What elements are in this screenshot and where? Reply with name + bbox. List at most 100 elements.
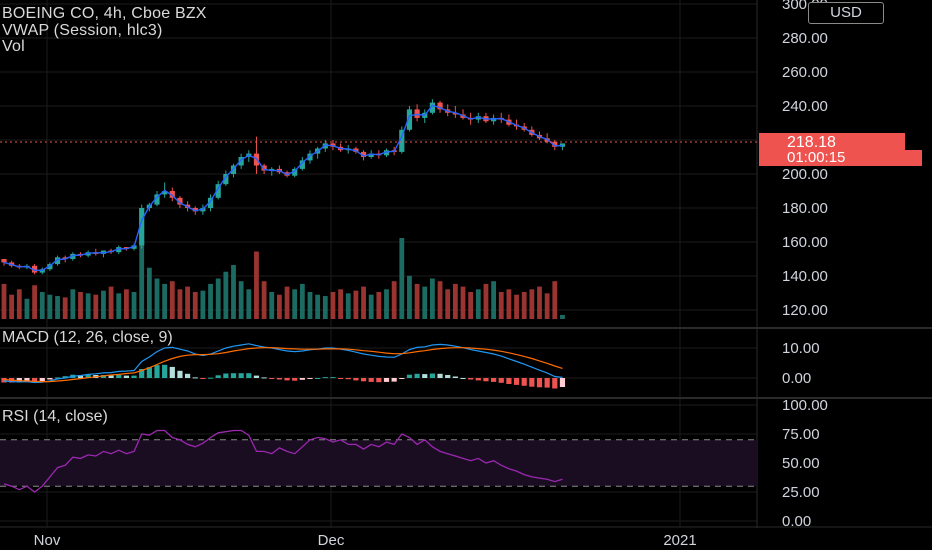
volume-bar [552,281,558,319]
macd-histogram-bar [345,378,351,380]
volume-bar [483,283,489,319]
volume-bar [307,292,313,319]
volume-bar [78,292,83,319]
volume-bar [85,293,91,319]
candle-body [307,153,313,161]
macd-histogram-bar [261,377,267,379]
macd-histogram-bar [24,378,30,382]
volume-bar [131,292,137,319]
volume-bar [55,296,60,319]
macd-histogram-bar [146,367,152,378]
rsi-tick-label: 100.00 [782,397,828,414]
macd-histogram-bar [383,378,390,382]
price-tick-label: 240.00 [782,98,828,115]
volume-bar [376,292,382,319]
vwap-legend[interactable]: VWAP (Session, hlc3) [2,22,163,39]
macd-histogram-bar [253,375,260,378]
volume-bar [491,281,496,319]
rsi-band-fill [0,439,757,487]
volume-bar [299,283,305,319]
volume-bar [422,286,428,319]
macd-histogram-bar [468,378,474,380]
macd-tick-label: 10.00 [782,340,820,357]
candle-body [32,265,38,273]
candle-body [414,109,420,118]
price-axis[interactable]: 120.00140.00160.00180.00200.00220.00240.… [782,0,828,530]
price-tick-label: 120.00 [782,302,828,319]
candle-body [360,151,367,157]
candle-body [154,194,160,205]
macd-histogram-bar [322,377,328,379]
macd-histogram-bar [437,373,443,378]
volume-bar [399,238,405,319]
candle-body [399,129,405,152]
vwap-line [3,104,563,271]
volume-bar [93,294,99,319]
rsi-legend[interactable]: RSI (14, close) [2,408,108,425]
time-axis[interactable]: Nov Dec 2021 [34,532,697,549]
volume-bar [39,292,45,319]
vwap-series-line [3,104,563,271]
macd-histogram-bar [452,376,458,378]
volume-bar [284,286,290,319]
volume-legend[interactable]: Vol [2,38,25,55]
macd-histogram-bar [292,378,298,381]
volume-bar [384,289,389,319]
volume-bar [47,294,53,319]
macd-histogram-bar [315,378,321,379]
macd-histogram-bar [391,378,397,382]
last-price-value: 218.18 [787,134,836,151]
macd-histogram-bar [116,375,122,378]
macd-histogram-bar [215,375,221,378]
volume-bar [498,292,504,319]
volume-bar [322,296,328,319]
candle-body [215,184,221,198]
volume-bar [353,290,359,319]
symbol-legend[interactable]: BOEING CO, 4h, Cboe BZX [2,5,207,22]
volume-bar [514,294,519,319]
volume-bar [246,289,252,319]
macd-legend[interactable]: MACD (12, 26, close, 9) [2,329,173,346]
volume-bar [445,289,451,319]
macd-histogram-bar [131,375,137,378]
volume-bar [70,289,76,319]
macd-pane [1,343,566,389]
volume-bar [437,281,443,319]
volume-bar [269,292,275,319]
volume-bar [162,283,168,319]
macd-histogram-bar [85,374,91,378]
macd-histogram-bar [429,373,435,378]
candle-body [269,168,275,171]
macd-histogram-bar [506,378,512,384]
time-tick-label: Dec [318,532,345,549]
volume-bar [338,289,343,319]
candle-body [383,150,390,156]
signal-line [3,347,563,383]
price-tick-label: 200.00 [782,166,828,183]
last-price-tag: 218.18 [759,133,905,152]
price-tick-label: 260.00 [782,64,828,81]
volume-bar [315,294,321,319]
volume-bar [146,267,152,319]
macd-histogram-bar [360,378,367,382]
macd-histogram-bar [207,377,214,379]
volume-bar [16,289,22,319]
volume-bar [506,289,512,319]
candle-body [261,165,267,171]
volume-bar [544,293,550,319]
macd-histogram-bar [39,378,45,382]
macd-histogram-bar [154,365,160,378]
macd-histogram-bar [177,370,183,378]
volume-bar [101,290,106,319]
volume-bar [139,243,145,319]
volume-bar [414,283,420,319]
volume-bar [460,286,466,319]
macd-histogram-bar [475,378,481,381]
macd-histogram-bar [299,378,305,380]
candle-body [123,247,129,249]
currency-button[interactable]: USD [808,2,884,24]
macd-histogram-bar [200,378,206,379]
macd-histogram-bar [169,366,175,378]
macd-histogram-bar [108,375,114,378]
